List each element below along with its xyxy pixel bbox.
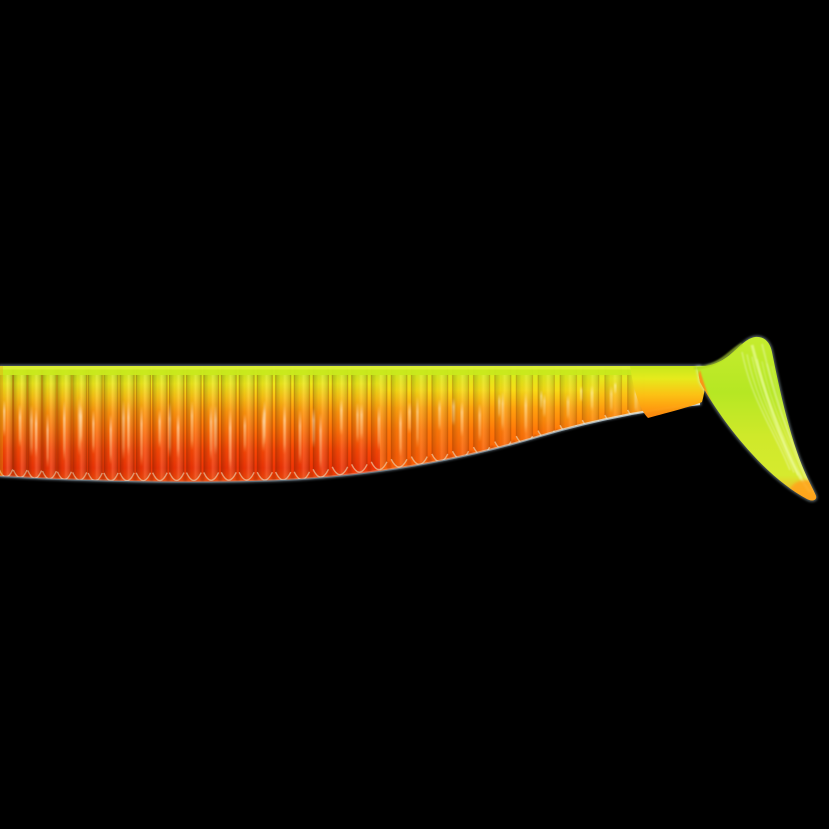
body-gloss-streak [360, 404, 363, 440]
belly-scallop-notch [347, 466, 352, 476]
rib-specular-streak [46, 413, 49, 469]
belly-scallop-notch [235, 473, 240, 482]
tail-striation [761, 361, 807, 481]
belly-scallop-notch [217, 473, 223, 482]
rib-specular-streak [18, 404, 22, 448]
rib-segment [331, 366, 349, 476]
rib-specular-streak [3, 399, 6, 437]
rib-specular-streak [158, 409, 161, 449]
rib-segment [168, 366, 185, 482]
tail-peduncle [630, 366, 706, 418]
rib-segment [274, 366, 292, 481]
rib-segment [390, 366, 408, 468]
body-gloss-streak [408, 402, 411, 434]
rib-specular-streak [340, 399, 343, 436]
rib-specular-streak [140, 405, 143, 467]
body-gloss-streak [168, 402, 171, 458]
rib-specular-streak [228, 409, 232, 471]
rib-specular-streak [92, 409, 95, 455]
rib-specular-streak [209, 405, 213, 461]
rib-specular-streak [478, 403, 482, 442]
rib-specular-streak [34, 408, 38, 458]
rib-specular-streak [109, 414, 112, 465]
belly-scallop-notch [200, 473, 205, 482]
dorsal-band [0, 366, 700, 375]
body-gloss-streak [78, 398, 81, 456]
rib-specular-streak [438, 398, 441, 431]
rib-specular-streak [298, 409, 302, 465]
rib-specular-streak [377, 405, 381, 451]
tail-notch-shadow [693, 342, 743, 370]
rib-specular-streak [243, 414, 247, 453]
rib-specular-streak [319, 412, 322, 472]
rib-specular-streak [501, 391, 504, 432]
rib-segment [350, 366, 368, 473]
dorsal-highlight-line [0, 366, 700, 370]
body-gloss-streak [122, 400, 125, 460]
peduncle-shape [630, 366, 706, 418]
belly-scallop-notch [366, 464, 372, 474]
belly-scallop-notch [166, 473, 171, 482]
rib-specular-streak [524, 392, 528, 434]
body-gloss-streak [614, 382, 617, 394]
tail-striation [746, 354, 795, 473]
rib-specular-streak [190, 400, 194, 451]
rib-segment [293, 366, 311, 481]
rib-specular-streak [63, 400, 66, 461]
tail-striation [741, 351, 791, 471]
rib-segment [27, 366, 43, 479]
rib-specular-streak [283, 405, 286, 455]
nose-flat-cut [0, 366, 3, 476]
rib-segment [238, 366, 255, 481]
body-gloss-streak [214, 405, 217, 455]
rib-specular-streak [356, 402, 359, 444]
rib-segment [604, 366, 623, 424]
body-gloss-streak [498, 394, 501, 418]
rib-specular-streak [176, 414, 180, 459]
rib-specular-streak [460, 401, 464, 438]
rib-segment [87, 366, 103, 482]
rib-segment [41, 366, 58, 480]
rib-segment [185, 366, 202, 482]
body-gloss-streak [452, 398, 455, 426]
rib-specular-streak [542, 393, 546, 418]
rib-specular-streak [566, 394, 570, 420]
body-gloss-streak [580, 386, 583, 402]
body-gloss-streak [30, 405, 33, 457]
body-gloss-streak [540, 390, 543, 410]
rib-specular-streak [416, 395, 419, 449]
rib-segment [220, 366, 237, 481]
specular-highlights [30, 382, 617, 460]
rib-segment [410, 366, 428, 466]
belly-rim-highlight [0, 402, 701, 483]
tail-orange-wedge [697, 370, 780, 494]
rib-specular-streak [399, 408, 402, 458]
rib-specular-streak [127, 400, 130, 457]
rib-segment [472, 366, 491, 456]
rib-segment [135, 366, 152, 482]
body-gloss-streak [312, 408, 315, 448]
belly-scallop-notch [183, 473, 188, 482]
body-gloss-streak [262, 408, 265, 452]
rib-specular-streak [609, 385, 613, 413]
rib-specular-streak [590, 385, 594, 412]
